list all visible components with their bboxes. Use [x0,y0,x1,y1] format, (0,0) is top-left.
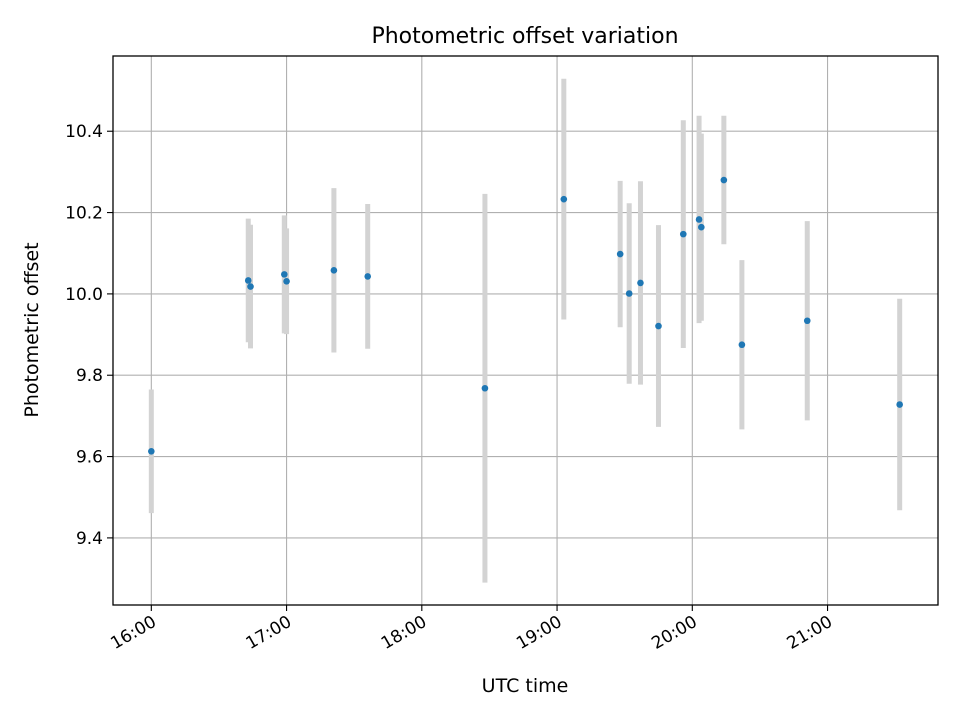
data-point [720,176,728,184]
data-point [281,271,288,278]
data-point [655,322,662,330]
chart-title: Photometric offset variation [371,24,678,49]
data-point [244,277,252,284]
y-tick-label: 9.6 [76,448,103,468]
data-point [247,283,254,290]
data-point [625,290,633,297]
data-point [616,250,624,258]
y-tick-label: 10.4 [65,122,103,142]
x-axis-label: UTC time [482,675,569,697]
data-point [283,277,290,285]
data-point [803,317,811,325]
y-tick-label: 10.0 [65,285,103,305]
data-point [738,341,746,349]
data-point [560,195,568,203]
data-point [679,230,687,238]
data-point [481,384,489,392]
data-point [698,223,705,231]
data-points [148,176,903,455]
data-point [364,273,372,280]
y-tick-label: 9.8 [76,366,103,386]
plot-frame [112,55,939,606]
grid-lines [113,56,938,605]
data-point [148,447,155,455]
data-point [896,401,903,408]
y-tick-label: 10.2 [65,204,103,224]
data-point [695,216,703,223]
y-axis-label: Photometric offset [21,242,43,417]
data-point [330,267,338,274]
data-point [637,279,644,287]
y-tick-label: 9.4 [76,529,103,549]
